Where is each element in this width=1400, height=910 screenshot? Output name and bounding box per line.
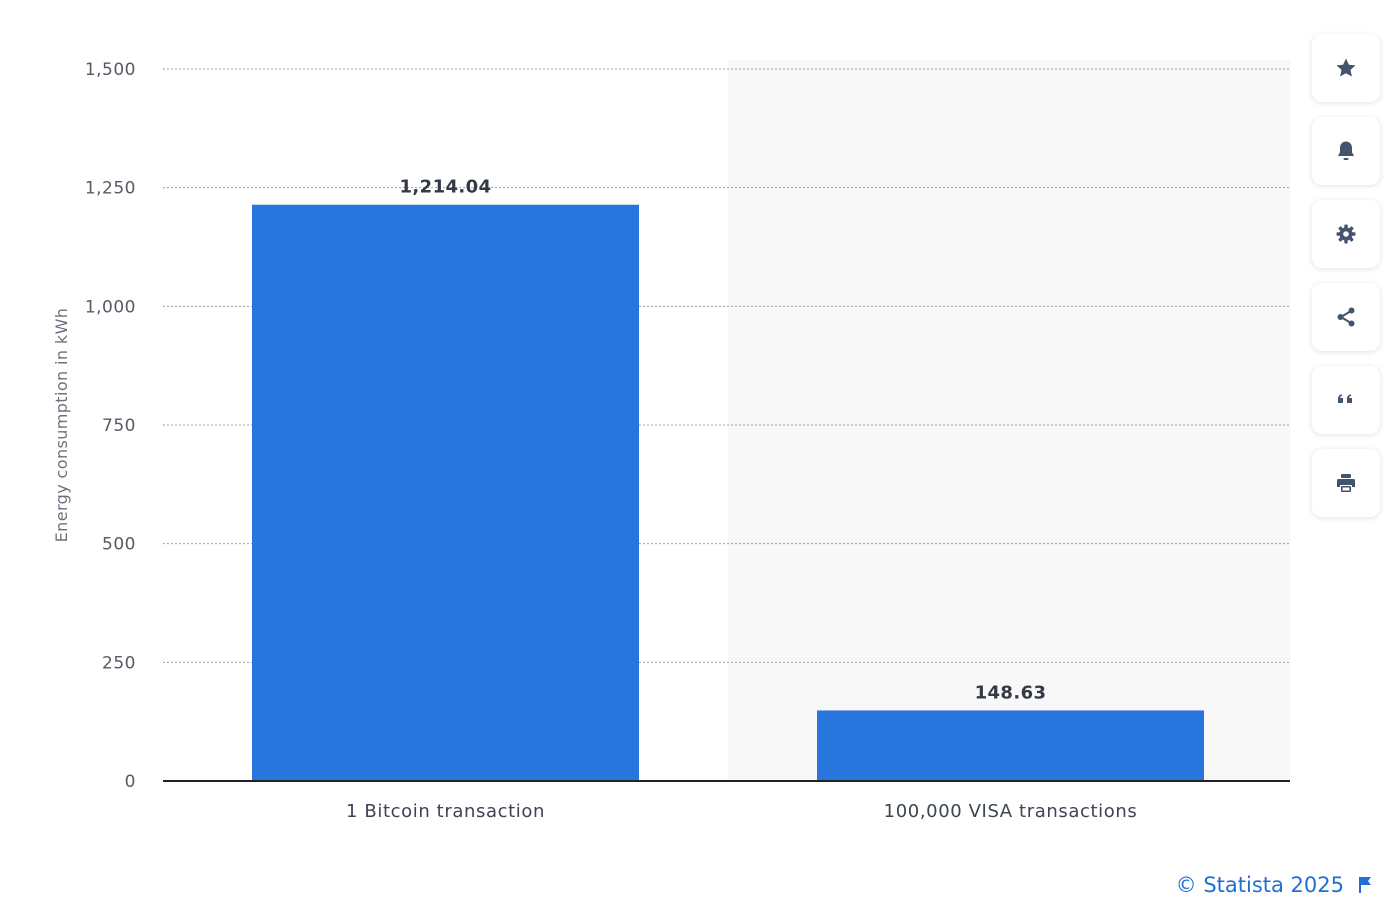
flag-icon[interactable] xyxy=(1358,876,1372,894)
bell-icon xyxy=(1338,141,1354,160)
y-tick-label: 1,500 xyxy=(85,60,136,80)
printer-icon xyxy=(1337,474,1355,492)
credit-text[interactable]: © Statista 2025 xyxy=(1175,873,1344,897)
data-label: 148.63 xyxy=(975,682,1047,703)
x-category-label: 1 Bitcoin transaction xyxy=(346,801,545,822)
x-category-label: 100,000 VISA transactions xyxy=(884,801,1138,822)
bar[interactable] xyxy=(252,204,639,781)
y-axis-ticks: 0 250 500 750 1,000 1,250 1,500 xyxy=(85,60,136,792)
y-tick-label: 750 xyxy=(102,416,136,436)
bar[interactable] xyxy=(817,710,1204,781)
data-label: 1,214.04 xyxy=(399,177,491,198)
y-tick-label: 0 xyxy=(125,772,136,792)
bar-chart: 0 250 500 750 1,000 1,250 1,500 1,214.04 1 Bitc… xyxy=(52,60,1290,822)
y-tick-label: 500 xyxy=(102,535,136,555)
y-tick-label: 1,000 xyxy=(85,297,136,317)
star-icon xyxy=(1336,58,1356,77)
y-axis-title: Energy consumption in kWh xyxy=(52,308,71,543)
share-button[interactable] xyxy=(1312,283,1380,351)
chart-toolbar xyxy=(1312,34,1380,517)
bars: 1,214.04 1 Bitcoin transaction 148.63 100,0… xyxy=(252,177,1204,822)
y-tick-label: 1,250 xyxy=(85,179,136,199)
y-tick-label: 250 xyxy=(102,653,136,673)
settings-button[interactable] xyxy=(1312,200,1380,268)
print-button[interactable] xyxy=(1312,449,1380,517)
notification-button[interactable] xyxy=(1312,117,1380,185)
share-icon xyxy=(1337,307,1355,327)
hover-band xyxy=(728,60,1290,781)
quote-icon xyxy=(1338,394,1352,403)
source-credit[interactable]: © Statista 2025 xyxy=(1176,873,1372,897)
cite-button[interactable] xyxy=(1312,366,1380,434)
gear-icon xyxy=(1336,224,1356,244)
favorite-button[interactable] xyxy=(1312,34,1380,102)
